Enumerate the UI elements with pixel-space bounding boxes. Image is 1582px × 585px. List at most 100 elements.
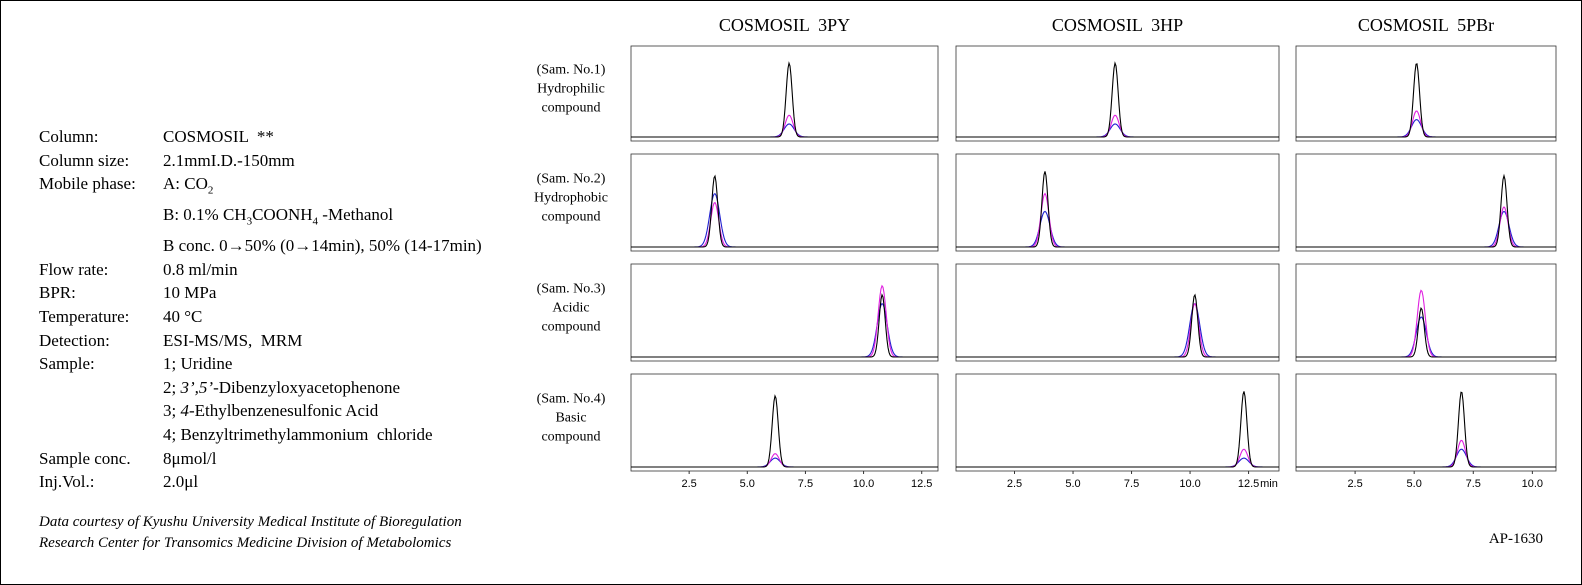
text-run: 1; Uridine (163, 354, 233, 374)
condition-key: Sample: (39, 354, 95, 374)
text-run: 4 (312, 215, 319, 228)
trace (1296, 391, 1556, 468)
panel-frame (1295, 45, 1557, 142)
condition-key: Column size: (39, 150, 130, 170)
text-run: 8μmol/l (163, 448, 217, 468)
trace (956, 171, 1279, 248)
condition-value: B conc. 0→50% (0→14min), 50% (14-17min) (163, 234, 482, 258)
condition-row: Sample conc. 8μmol/l (39, 447, 482, 471)
panel-frame (955, 263, 1280, 362)
text-run: 2; (163, 377, 181, 397)
x-tick-label: 2.5 (681, 478, 696, 490)
trace (1296, 63, 1556, 138)
row-label: (Sam. No.2) (537, 172, 606, 187)
condition-key: Sample conc. (39, 448, 131, 468)
condition-key: Detection: (39, 330, 110, 350)
trace (631, 284, 938, 358)
trace (956, 302, 1279, 358)
column-title: COSMOSIL 5PBr (1358, 15, 1494, 35)
condition-row: BPR: 10 MPa (39, 281, 482, 305)
trace (1296, 206, 1556, 248)
trace (631, 394, 938, 468)
panel-frame (1295, 263, 1557, 362)
condition-row: Column: COSMOSIL ** (39, 125, 482, 149)
condition-row: Sample: 1; Uridine (39, 352, 482, 376)
x-tick-label: 5.0 (1407, 478, 1422, 490)
text-run: 4 (180, 401, 189, 421)
trace (956, 210, 1279, 248)
panel-frame (955, 153, 1280, 252)
condition-key: Mobile phase: (39, 174, 136, 194)
condition-value: 2.0μl (163, 470, 198, 494)
panel-frame (1295, 373, 1557, 472)
row-label: Basic (555, 411, 586, 426)
trace (1296, 439, 1556, 468)
trace (1296, 289, 1556, 358)
text-run: COONH (252, 205, 313, 225)
condition-row: Detection: ESI-MS/MS, MRM (39, 329, 482, 353)
conditions: Column: COSMOSIL ** Column size: 2.1mmI.D.-… (39, 125, 482, 494)
text-run: A: CO (163, 174, 208, 194)
panel-frame (630, 153, 939, 252)
text-run: 2 (207, 184, 214, 197)
row-label: compound (541, 430, 600, 445)
footer: Data courtesy of Kyushu University Medic… (39, 512, 462, 554)
trace (956, 293, 1279, 358)
panel-frame (1295, 153, 1557, 252)
row-label: compound (541, 210, 600, 225)
text-run: ESI-MS/MS, MRM (163, 330, 303, 350)
text-run: 3 (246, 215, 253, 228)
trace (956, 448, 1279, 468)
text-run: 3; (163, 401, 181, 421)
trace (956, 192, 1279, 248)
text-run: 0.8 ml/min (163, 259, 238, 279)
trace (956, 123, 1279, 138)
trace (1296, 307, 1556, 358)
row-label: (Sam. No.3) (537, 282, 606, 297)
condition-row: Flow rate: 0.8 ml/min (39, 258, 482, 282)
trace (631, 302, 938, 358)
condition-key: Inj.Vol.: (39, 472, 95, 492)
text-run: -Ethylbenzenesulfonic Acid (188, 401, 379, 421)
x-tick-label: 12.5 (1238, 478, 1259, 490)
condition-value: ESI-MS/MS, MRM (163, 329, 302, 353)
trace (1296, 119, 1556, 138)
row-label: (Sam. No.4) (537, 392, 606, 407)
text-run: 10 MPa (163, 283, 217, 303)
text-run: -Dibenzyloxyacetophenone (213, 377, 400, 397)
trace (631, 192, 938, 248)
panel-frame (630, 263, 939, 362)
text-run: 2.0μl (163, 472, 199, 492)
condition-row: Mobile phase: A: CO2 (39, 172, 482, 203)
text-run: B: 0.1% CH (163, 205, 247, 225)
panel-frame (630, 45, 939, 142)
column-title: COSMOSIL 3HP (1052, 15, 1183, 35)
trace (631, 293, 938, 358)
trace (956, 457, 1279, 468)
condition-row: 2; 3’,5’-Dibenzyloxyacetophenone (39, 376, 482, 400)
text-run: 4; Benzyltrimethylammonium chloride (163, 424, 433, 444)
condition-row: 3; 4-Ethylbenzenesulfonic Acid (39, 399, 482, 423)
condition-value: 4; Benzyltrimethylammonium chloride (163, 423, 433, 447)
row-label: Hydrophobic (534, 191, 608, 206)
trace (631, 61, 938, 138)
text-run: 3’,5’ (180, 377, 214, 397)
text-run: B conc. 0→50% (0→14min), 50% (14-17min) (163, 236, 482, 256)
text-run: -Methanol (318, 205, 394, 225)
condition-key: BPR: (39, 283, 76, 303)
row-label: Hydrophilic (537, 82, 605, 97)
x-tick-label: 12.5 (911, 478, 932, 490)
x-tick-label: 10.0 (853, 478, 874, 490)
x-tick-label: 2.5 (1007, 478, 1022, 490)
column-title: COSMOSIL 3PY (719, 15, 850, 35)
condition-value: 40 °C (163, 305, 202, 329)
x-tick-label: 7.5 (1124, 478, 1139, 490)
x-tick-label: 5.0 (1065, 478, 1080, 490)
condition-value: 1; Uridine (163, 352, 232, 376)
trace (956, 391, 1279, 468)
trace (956, 61, 1279, 138)
code: AP-1630 (1488, 531, 1543, 547)
condition-value: 10 MPa (163, 281, 216, 305)
panel-frame (955, 45, 1280, 142)
